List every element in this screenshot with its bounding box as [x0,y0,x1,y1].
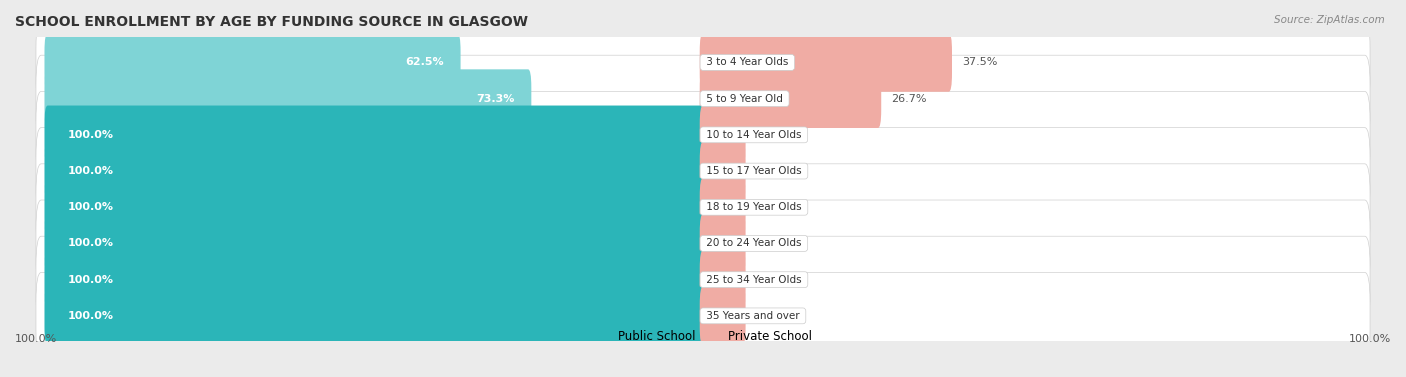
Text: 100.0%: 100.0% [67,130,114,140]
Text: 25 to 34 Year Olds: 25 to 34 Year Olds [703,275,804,285]
Text: 100.0%: 100.0% [67,311,114,321]
Text: 73.3%: 73.3% [477,93,515,104]
Text: 0.0%: 0.0% [755,130,783,140]
Text: 3 to 4 Year Olds: 3 to 4 Year Olds [703,57,792,67]
FancyBboxPatch shape [45,106,706,164]
Text: 35 Years and over: 35 Years and over [703,311,803,321]
FancyBboxPatch shape [45,287,706,345]
FancyBboxPatch shape [37,128,1369,215]
FancyBboxPatch shape [700,178,745,237]
FancyBboxPatch shape [37,19,1369,106]
FancyBboxPatch shape [37,164,1369,251]
FancyBboxPatch shape [700,250,745,309]
Text: 26.7%: 26.7% [891,93,927,104]
FancyBboxPatch shape [37,236,1369,323]
FancyBboxPatch shape [45,250,706,309]
Text: 100.0%: 100.0% [67,239,114,248]
FancyBboxPatch shape [45,142,706,201]
Text: 37.5%: 37.5% [962,57,997,67]
Text: SCHOOL ENROLLMENT BY AGE BY FUNDING SOURCE IN GLASGOW: SCHOOL ENROLLMENT BY AGE BY FUNDING SOUR… [15,15,529,29]
Text: Source: ZipAtlas.com: Source: ZipAtlas.com [1274,15,1385,25]
FancyBboxPatch shape [37,273,1369,359]
Text: 15 to 17 Year Olds: 15 to 17 Year Olds [703,166,804,176]
Text: 62.5%: 62.5% [405,57,444,67]
Text: 0.0%: 0.0% [755,311,783,321]
Text: 18 to 19 Year Olds: 18 to 19 Year Olds [703,202,804,212]
Legend: Public School, Private School: Public School, Private School [589,325,817,348]
Text: 100.0%: 100.0% [67,275,114,285]
Text: 0.0%: 0.0% [755,166,783,176]
FancyBboxPatch shape [45,69,531,128]
FancyBboxPatch shape [700,214,745,273]
FancyBboxPatch shape [45,214,706,273]
Text: 20 to 24 Year Olds: 20 to 24 Year Olds [703,239,804,248]
FancyBboxPatch shape [700,142,745,201]
Text: 0.0%: 0.0% [755,275,783,285]
Text: 10 to 14 Year Olds: 10 to 14 Year Olds [703,130,804,140]
FancyBboxPatch shape [700,69,882,128]
Text: 100.0%: 100.0% [15,334,58,345]
Text: 100.0%: 100.0% [67,166,114,176]
FancyBboxPatch shape [45,33,461,92]
FancyBboxPatch shape [700,287,745,345]
FancyBboxPatch shape [37,91,1369,178]
Text: 0.0%: 0.0% [755,202,783,212]
FancyBboxPatch shape [37,55,1369,142]
Text: 5 to 9 Year Old: 5 to 9 Year Old [703,93,786,104]
FancyBboxPatch shape [45,178,706,237]
FancyBboxPatch shape [700,33,952,92]
FancyBboxPatch shape [37,200,1369,287]
Text: 0.0%: 0.0% [755,239,783,248]
FancyBboxPatch shape [700,106,745,164]
Text: 100.0%: 100.0% [67,202,114,212]
Text: 100.0%: 100.0% [1348,334,1391,345]
